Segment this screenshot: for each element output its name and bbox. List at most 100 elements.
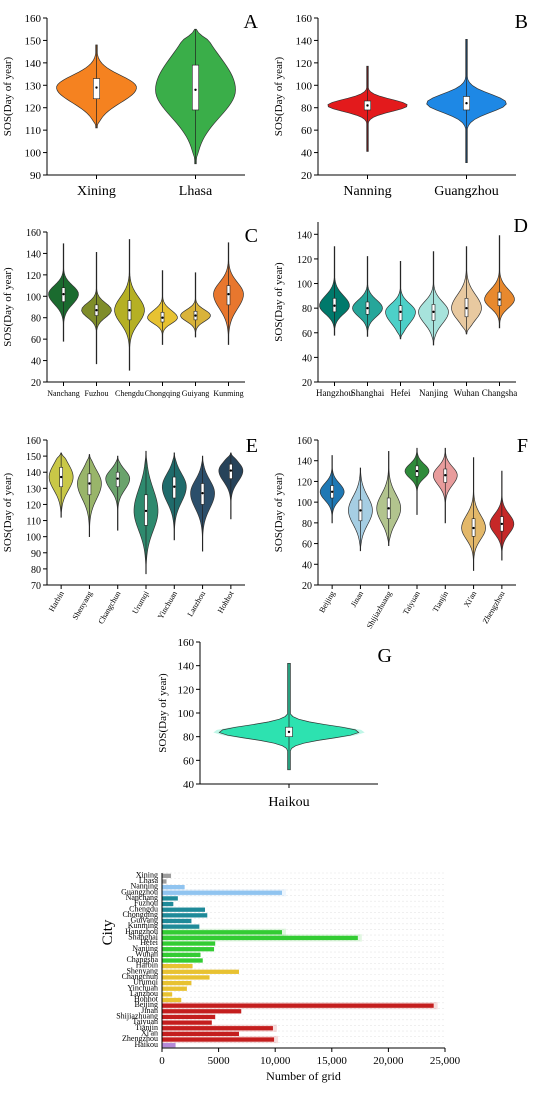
y-axis-label: SOS(Day of year) [273, 262, 285, 342]
bar-fuzhou [162, 901, 174, 907]
y-tick-label: 150 [26, 452, 41, 463]
violin-median [500, 522, 504, 526]
y-axis-label: SOS(Day of year) [2, 472, 14, 552]
x-tick-label: Guangzhou [434, 184, 499, 199]
bar-xining [162, 873, 172, 878]
y-tick-label: 110 [26, 517, 41, 528]
y-tick-label: 80 [302, 519, 312, 530]
y-axis-label: SOS(Day of year) [273, 472, 285, 552]
bar-hohhot [162, 997, 182, 1003]
y-tick-label: 160 [26, 436, 41, 447]
violin-median [472, 526, 475, 530]
x-tick-label: Nanning [343, 184, 391, 199]
violin-median [366, 306, 369, 310]
x-tick-label: Beijing [317, 590, 337, 615]
y-tick-label: 160 [297, 436, 312, 447]
y-tick-label: 140 [297, 457, 312, 468]
x-tick-label: Hangzhou [316, 388, 353, 398]
violin-median [128, 309, 131, 312]
x-tick-label: Tianjin [431, 590, 450, 614]
y-tick-label: 140 [26, 468, 41, 479]
x-tick-label: 10,000 [260, 1055, 291, 1067]
panel-letter: A [244, 11, 259, 33]
y-tick-label: Chongqing [122, 910, 158, 919]
y-tick-label: 140 [297, 230, 312, 241]
x-tick-label: Xi'an [462, 590, 478, 609]
x-tick-label: 25,000 [430, 1055, 461, 1067]
bar-harbin [162, 964, 193, 969]
y-tick-label: 120 [26, 271, 41, 282]
x-tick-label: Changchun [96, 590, 122, 626]
violin-median [201, 491, 204, 495]
x-tick-label: Fuzhou [85, 389, 109, 398]
bar-changchun [162, 975, 210, 980]
y-tick-label: 20 [302, 581, 312, 592]
y-tick-label: 60 [31, 335, 41, 346]
bar-beijing [162, 1003, 434, 1008]
violin-panel-a: 90 100 110 120 130 140 150 160 SOS(Day of year) A… [2, 11, 259, 199]
x-tick-label: Taiyuan [401, 590, 422, 617]
violin-median [227, 292, 230, 296]
bar-shijiazhuang [162, 1014, 216, 1020]
bar-zhengzhou [162, 1037, 275, 1042]
y-tick-label: Wuhan [135, 949, 158, 958]
violin-median [229, 469, 233, 472]
y-tick-label: Shenyang [126, 966, 158, 975]
bar-guangzhou [162, 890, 282, 895]
y-tick-label: 160 [178, 637, 195, 649]
bar-taiyuan [162, 1020, 212, 1025]
y-tick-label: 40 [31, 357, 41, 368]
y-tick-label: Lanzhou [130, 989, 158, 998]
violin-box [192, 64, 200, 111]
x-tick-label: Jinan [349, 590, 365, 609]
y-tick-label: 20 [302, 378, 312, 389]
violin-median [116, 477, 119, 480]
x-tick-label: Chengdu [115, 389, 144, 398]
y-tick-label: 130 [26, 484, 41, 495]
y-tick-label: 100 [178, 708, 195, 720]
y-tick-label: Urumqi [133, 978, 159, 987]
y-tick-label: 40 [183, 779, 195, 791]
bar-nanning [162, 884, 185, 890]
x-tick-label: Urumqi [130, 589, 151, 616]
violin-panel-b: 20 40 60 80 100 120 140 160 SOS(Day of year) B Nan… [273, 11, 528, 199]
bar-nanchang [162, 896, 178, 901]
y-tick-label: Harbin [136, 961, 158, 970]
x-tick-label: Guiyang [182, 389, 210, 398]
y-tick-label: 40 [302, 560, 312, 571]
y-tick-label: Zhengzhou [122, 1034, 158, 1043]
x-tick-label: Wuhan [454, 388, 480, 398]
y-axis-label: SOS(Day of year) [157, 673, 169, 753]
y-tick-label: 100 [297, 498, 312, 509]
x-tick-label: Zhengzhou [481, 590, 507, 626]
violin-panel-g: 40 60 80 100 120 140 160 SOS(Day of year) G Haiko… [157, 637, 392, 810]
y-tick-label: Guangzhou [121, 887, 158, 896]
y-tick-label: Changchun [122, 972, 158, 981]
bar-changsha [162, 958, 203, 963]
violin-median [387, 507, 390, 510]
bar-lhasa [162, 879, 167, 884]
y-tick-label: Nanjing [132, 944, 158, 953]
bar-urumqi [162, 980, 192, 986]
x-tick-label: Nanchang [47, 389, 79, 398]
y-tick-label: 120 [26, 500, 41, 511]
y-tick-label: 100 [26, 292, 41, 303]
x-tick-label: Harbin [47, 590, 66, 614]
panel-letter: G [378, 645, 392, 667]
bar-haikou [162, 1043, 176, 1048]
y-tick-label: 160 [25, 13, 42, 25]
violin-median [88, 482, 91, 485]
bar-hefei [162, 941, 216, 946]
violin-median [173, 485, 176, 488]
panel-letter: F [517, 435, 528, 457]
violin-panel-c: 20 40 60 80 100 120 140 160 SOS(Day of year) C Nan… [2, 225, 258, 398]
y-tick-label: 120 [297, 255, 312, 266]
bar-hangzhou [162, 930, 282, 935]
bar-xi-an [162, 1031, 239, 1037]
y-tick-label: 40 [302, 353, 312, 364]
y-tick-label: 100 [26, 533, 41, 544]
bar-chart-panel: XiningLhasaNanningGuangzhouNanchangFuzho… [100, 870, 461, 1083]
bar-wuhan [162, 952, 201, 957]
y-tick-label: 130 [25, 80, 42, 92]
